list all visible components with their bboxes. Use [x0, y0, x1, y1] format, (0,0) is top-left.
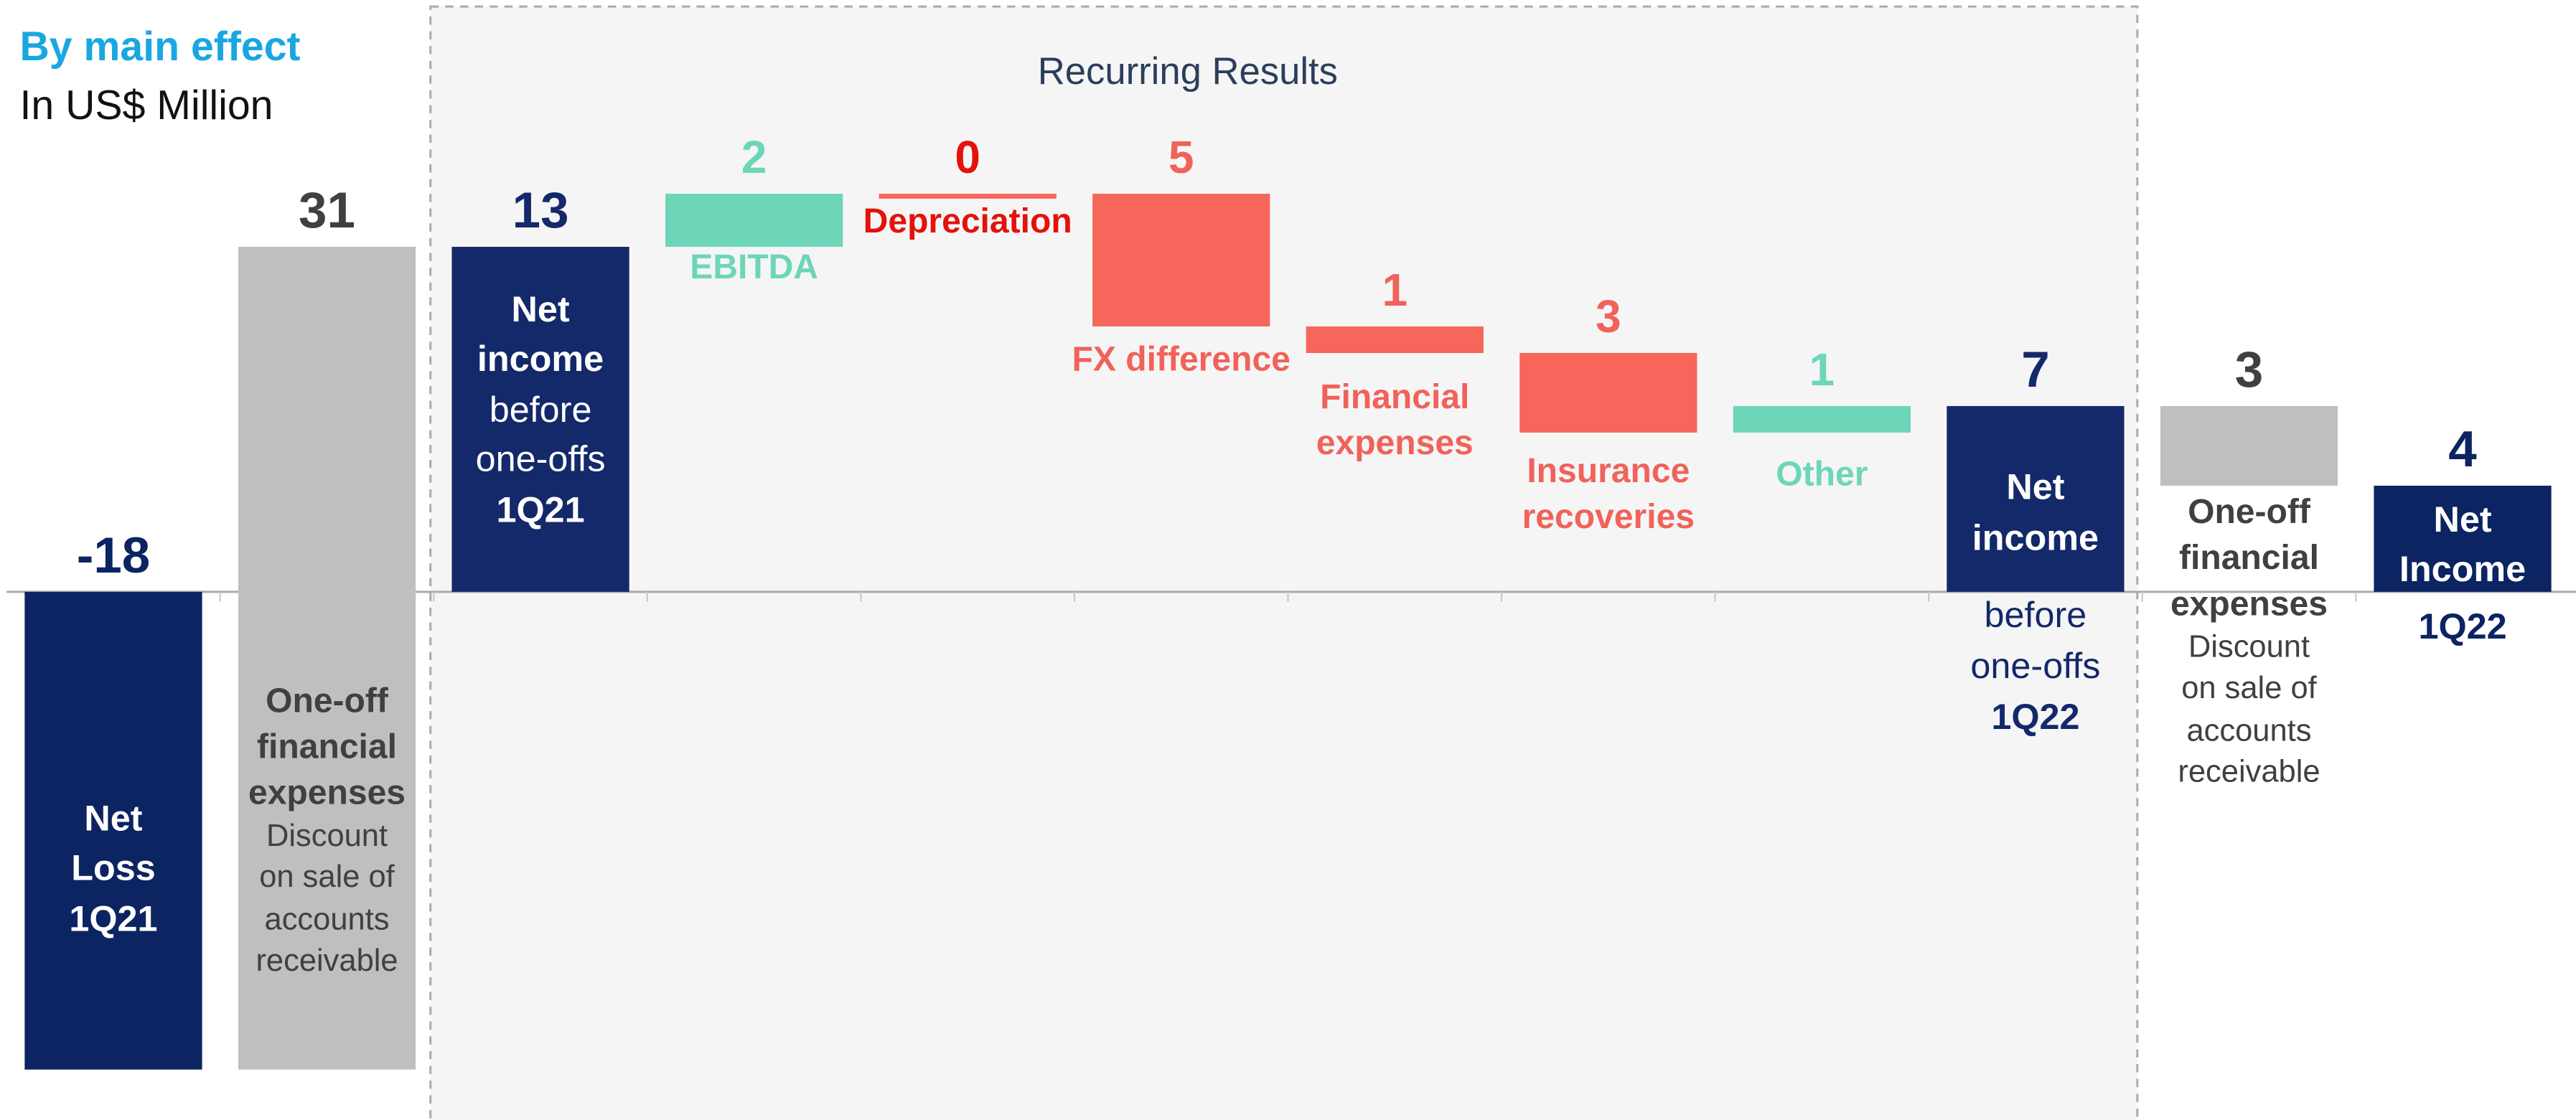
bar: [1519, 352, 1697, 433]
category-label: EBITDA: [690, 248, 818, 286]
category-label: one-offs: [1970, 645, 2100, 686]
category-label: before: [490, 389, 592, 430]
category-label: One-off: [266, 681, 389, 720]
category-label: Insurance: [1527, 451, 1690, 490]
value-label: 13: [512, 182, 569, 239]
bar: [24, 591, 202, 1070]
bar: [2160, 405, 2338, 486]
bar: [1947, 405, 2125, 592]
bar: [238, 247, 416, 1070]
category-label: financial: [2179, 538, 2319, 577]
category-label: one-offs: [476, 438, 606, 479]
recurring-box: [429, 5, 2139, 1120]
category-label: Financial: [1320, 377, 1469, 416]
header-title: By main effect: [20, 24, 301, 70]
category-label: financial: [257, 727, 397, 766]
category-label: on sale of: [259, 860, 395, 894]
bar: [879, 194, 1057, 199]
category-label: income: [1972, 517, 2099, 557]
category-label: income: [477, 338, 604, 379]
bar: [1306, 326, 1484, 353]
category-label: expenses: [2170, 584, 2328, 623]
value-label: 4: [2448, 421, 2477, 478]
category-label: 1Q21: [496, 489, 584, 530]
bar: [1733, 405, 1911, 433]
value-label: 5: [1168, 131, 1194, 183]
category-label: Other: [1776, 454, 1868, 493]
category-label: recoveries: [1522, 497, 1695, 536]
category-label: receivable: [2178, 755, 2320, 789]
bar: [665, 194, 843, 248]
value-label: 7: [2021, 342, 2049, 398]
chart-title: Recurring Results: [1038, 50, 1338, 93]
category-label: accounts: [2186, 713, 2311, 748]
header-subtitle: In US$ Million: [20, 83, 273, 128]
category-label: Net: [84, 798, 142, 839]
category-label: Discount: [2188, 630, 2310, 664]
category-label: Net: [512, 288, 570, 329]
category-label: receivable: [256, 943, 398, 978]
value-label: 0: [955, 131, 980, 183]
category-label: Net: [2433, 499, 2491, 540]
bar: [2374, 485, 2552, 592]
category-label: before: [1985, 594, 2087, 635]
category-label: on sale of: [2181, 671, 2317, 705]
category-label: FX difference: [1072, 339, 1291, 378]
category-label: 1Q22: [1991, 696, 2079, 737]
value-label: 3: [1596, 291, 1621, 342]
category-label: expenses: [248, 773, 406, 812]
category-label: 1Q21: [69, 898, 157, 938]
category-label: One-off: [2188, 492, 2311, 531]
category-label: accounts: [265, 903, 390, 937]
category-label: Income: [2399, 548, 2526, 589]
category-label: Discount: [266, 819, 388, 853]
category-label: Loss: [71, 847, 156, 888]
bar: [1092, 194, 1270, 326]
value-label: 2: [741, 131, 767, 183]
category-label: 1Q22: [2418, 606, 2506, 646]
category-label: expenses: [1316, 423, 1474, 462]
value-label: 1: [1809, 344, 1835, 395]
category-label: Net: [2006, 466, 2064, 507]
bar: [451, 247, 629, 592]
value-label: 31: [299, 182, 355, 239]
value-label: 3: [2235, 342, 2263, 398]
value-label: -18: [77, 527, 151, 584]
value-label: 1: [1382, 264, 1408, 316]
category-label: Depreciation: [863, 202, 1072, 240]
